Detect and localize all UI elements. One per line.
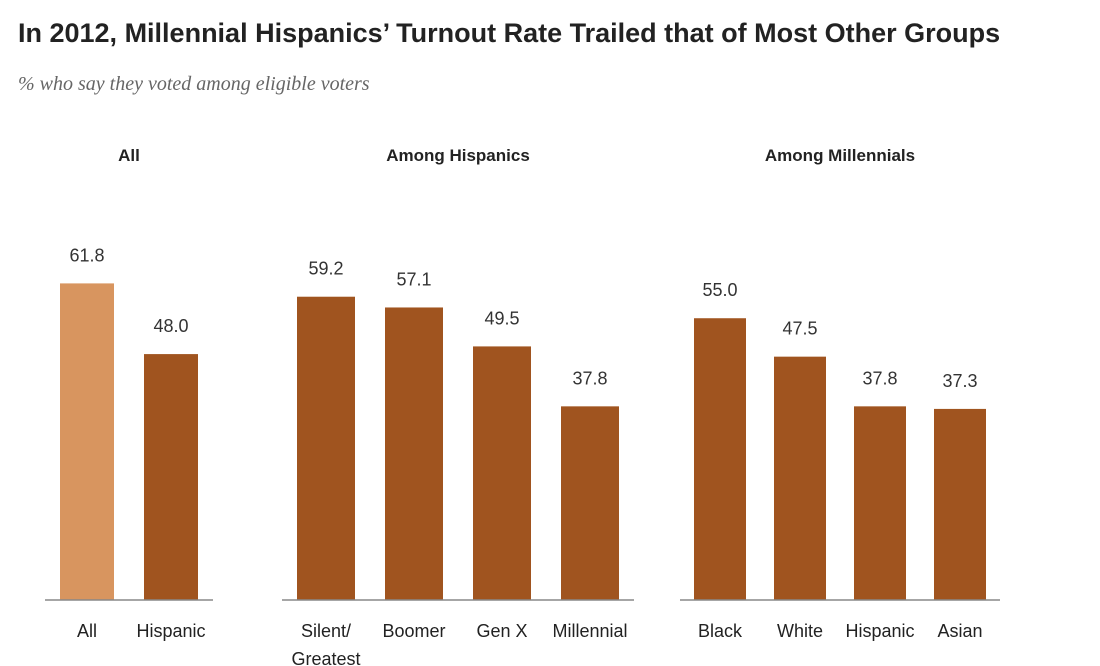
bar [694,318,746,600]
bar [297,296,355,600]
bar [774,356,826,600]
value-label: 47.5 [782,319,817,339]
value-label: 59.2 [308,259,343,279]
bar [561,406,619,600]
value-label: 37.8 [862,368,897,388]
x-tick-label: Boomer [382,621,446,641]
x-tick-label: Millennial [552,621,628,641]
x-tick-label: Gen X [476,621,528,641]
value-label: 49.5 [484,308,519,328]
x-tick-label: Hispanic [136,621,206,641]
x-tick-label: Asian [937,621,983,641]
value-label: 48.0 [153,316,188,336]
bar [385,307,443,600]
x-tick-label: All [76,621,97,641]
chart-subtitle: % who say they voted among eligible vote… [18,73,370,95]
panel-title: Among Hispanics [386,146,530,165]
bar [854,406,906,600]
value-label: 57.1 [396,269,431,289]
x-tick-label: Hispanic [845,621,915,641]
chart-title: In 2012, Millennial Hispanics’ Turnout R… [18,18,1000,48]
value-label: 61.8 [69,245,104,265]
x-tick-label: Silent/ Greatest [291,621,361,666]
value-label: 37.8 [572,368,607,388]
panel-title: Among Millennials [765,146,915,165]
bar [60,283,114,600]
bar [144,354,198,600]
bar [473,346,531,600]
value-label: 55.0 [702,280,737,300]
x-tick-label: Black [697,621,742,641]
value-label: 37.3 [942,371,977,391]
x-tick-label: White [776,621,823,641]
bar [934,408,986,600]
panel-title: All [118,146,140,165]
